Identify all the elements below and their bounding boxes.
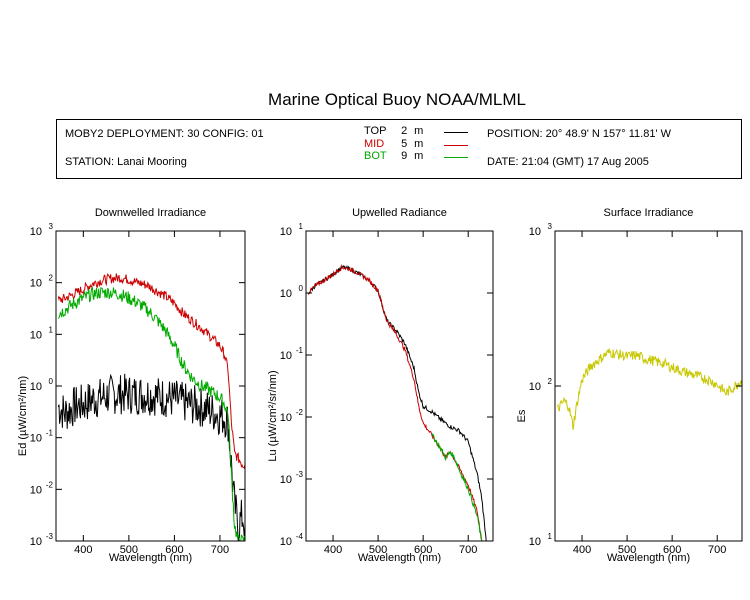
x-tick-label: 400	[324, 544, 342, 556]
y-tick-exponent: 0	[49, 377, 54, 386]
info-box: MOBY2 DEPLOYMENT: 30 CONFIG: 01 STATION:…	[56, 119, 742, 179]
y-tick-exponent: -2	[46, 480, 54, 489]
y-tick-label: 10	[30, 381, 42, 393]
series-line-mid	[307, 264, 487, 542]
y-tick-label: 10	[280, 536, 292, 548]
plot-frame	[55, 230, 246, 542]
y-tick-exponent: 2	[548, 377, 553, 386]
date-label: DATE: 21:04 (GMT) 17 Aug 2005	[487, 156, 649, 168]
y-axis-label: Ed (µW/cm²/nm)	[17, 376, 29, 456]
y-tick-exponent: -3	[46, 532, 54, 541]
x-tick-label: 500	[369, 544, 387, 556]
series-line-bot	[431, 433, 487, 542]
y-tick-label: 10	[529, 536, 541, 548]
y-tick-exponent: -3	[296, 470, 304, 479]
y-tick-label: 10	[30, 433, 42, 445]
y-tick-exponent: 1	[299, 222, 304, 231]
plot-frame	[305, 230, 494, 542]
series-line-top	[57, 373, 246, 542]
y-tick-exponent: -2	[296, 408, 304, 417]
y-tick-label: 10	[30, 226, 42, 238]
legend-unit: m	[414, 138, 424, 150]
chart-title: Marine Optical Buoy NOAA/MLML	[268, 90, 526, 109]
y-axis-label: Es	[516, 409, 528, 422]
legend-depth: 2	[401, 125, 408, 137]
x-tick-label: 600	[165, 544, 183, 556]
x-tick-label: 700	[211, 544, 229, 556]
y-tick-label: 10	[30, 536, 42, 548]
y-tick-exponent: -1	[46, 429, 54, 438]
chart-panel-2: Upwelled Radiance 400 500 600 700 Wavelength …	[267, 207, 494, 564]
x-tick-label: 600	[663, 544, 681, 556]
y-tick-exponent: 1	[49, 325, 54, 334]
panel-title: Downwelled Irradiance	[95, 207, 206, 219]
panel-title: Upwelled Radiance	[352, 207, 447, 219]
y-tick-label: 10	[30, 329, 42, 341]
legend-name: MID	[364, 138, 385, 150]
x-tick-label: 400	[74, 544, 92, 556]
y-tick-exponent: 3	[49, 222, 54, 231]
series-line-es	[556, 348, 743, 430]
chart-panel-3: Surface Irradiance 400 500 600 700 Wavelength…	[516, 207, 743, 564]
y-tick-label: 10	[280, 474, 292, 486]
position-label: POSITION: 20° 48.9' N 157° 11.81' W	[487, 128, 671, 140]
deployment-label: MOBY2 DEPLOYMENT: 30 CONFIG: 01	[65, 128, 264, 140]
x-axis-label: Wavelength (nm)	[607, 552, 690, 564]
legend-unit: m	[414, 150, 424, 162]
series-line-bot	[57, 286, 246, 542]
legend-line	[444, 132, 468, 133]
x-tick-label: 500	[618, 544, 636, 556]
y-tick-exponent: -1	[296, 346, 304, 355]
y-tick-label: 10	[30, 484, 42, 496]
x-tick-label: 700	[708, 544, 726, 556]
chart-panel-1: Downwelled Irradiance 400 500 600 700 Wavelen…	[17, 207, 246, 564]
y-tick-label: 10	[280, 226, 292, 238]
y-tick-exponent: 2	[49, 274, 54, 283]
x-axis-label: Wavelength (nm)	[358, 552, 441, 564]
x-axis-label: Wavelength (nm)	[109, 552, 192, 564]
station-label: STATION: Lanai Mooring	[65, 156, 187, 168]
legend-name: TOP	[364, 125, 387, 137]
y-tick-label: 10	[280, 288, 292, 300]
x-tick-label: 400	[573, 544, 591, 556]
y-tick-label: 10	[30, 278, 42, 290]
x-tick-label: 600	[414, 544, 432, 556]
legend-name: BOT	[364, 150, 387, 162]
legend-unit: m	[414, 125, 424, 137]
y-tick-exponent: -4	[296, 532, 304, 541]
series-line-top	[308, 264, 487, 542]
legend-line	[444, 157, 468, 158]
panel-title: Surface Irradiance	[604, 207, 694, 219]
legend-depth: 9	[401, 150, 408, 162]
y-tick-label: 10	[529, 381, 541, 393]
legend-line	[444, 145, 468, 146]
y-tick-label: 10	[280, 350, 292, 362]
y-tick-exponent: 3	[548, 222, 553, 231]
legend-depth: 5	[401, 138, 408, 150]
legend-item-top: TOP 2 m	[364, 125, 468, 137]
x-tick-label: 700	[459, 544, 477, 556]
legend-item-mid: MID 5 m	[364, 138, 468, 150]
series-line-mid	[57, 273, 246, 469]
legend-item-bot: BOT 9 m	[364, 150, 468, 162]
y-tick-exponent: 0	[299, 284, 304, 293]
y-tick-label: 10	[529, 226, 541, 238]
x-tick-label: 500	[120, 544, 138, 556]
y-tick-exponent: 1	[548, 532, 553, 541]
y-axis-label: Lu (µW/cm²/sr/nm)	[267, 370, 279, 461]
y-tick-label: 10	[280, 412, 292, 424]
